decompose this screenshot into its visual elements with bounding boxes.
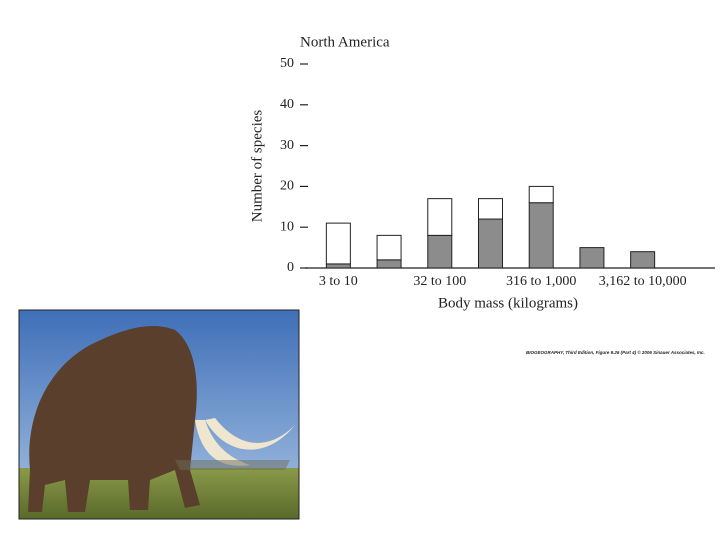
bar-segment xyxy=(376,234,402,261)
photo xyxy=(18,309,300,520)
bar-segment xyxy=(376,259,402,269)
x-axis-label: Body mass (kilograms) xyxy=(438,295,578,311)
y-tick-label: 10 xyxy=(280,219,294,234)
bar-segment xyxy=(427,234,453,269)
bar-segment xyxy=(579,247,605,269)
bar-segment xyxy=(325,222,351,265)
x-tick-label: 316 to 1,000 xyxy=(506,274,576,289)
x-tick-label: 32 to 100 xyxy=(413,274,466,289)
bar-segment xyxy=(630,251,656,269)
y-tick-label: 40 xyxy=(280,97,294,112)
caption: BIOGEOGRAPHY, Third Edition, Figure 9.26… xyxy=(526,349,705,355)
x-tick-label: 3,162 to 10,000 xyxy=(599,274,687,289)
y-tick-label: 0 xyxy=(287,260,294,275)
bar-segment xyxy=(478,198,503,220)
y-tick-label: 20 xyxy=(280,179,294,194)
y-axis-label: Number of species xyxy=(249,110,265,223)
bar-segment xyxy=(528,202,554,269)
x-tick-label: 3 to 10 xyxy=(319,274,358,289)
y-tick-label: 30 xyxy=(280,138,294,153)
y-tick-label: 50 xyxy=(280,56,294,71)
bar-segment xyxy=(427,198,453,236)
bar-segment xyxy=(325,263,351,269)
chart-title: North America xyxy=(300,34,390,50)
bar-segment xyxy=(528,185,554,204)
bar-segment xyxy=(478,218,503,269)
